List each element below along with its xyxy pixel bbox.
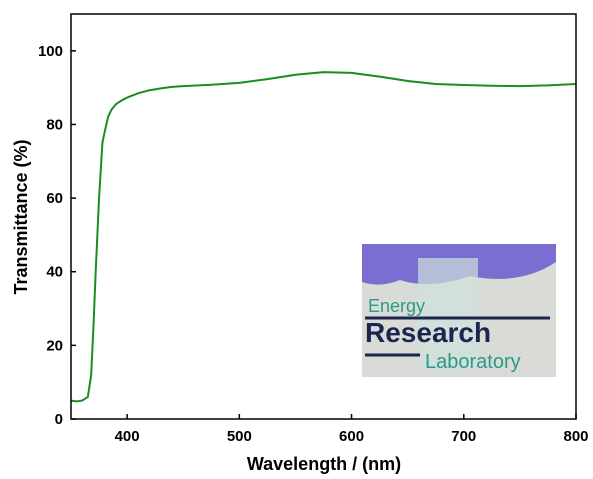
y-tick-label: 80 <box>46 116 63 133</box>
data-line <box>70 71 577 403</box>
y-tick-label: 100 <box>38 43 63 60</box>
inset-photo <box>362 244 556 377</box>
y-tick-label: 0 <box>55 411 63 428</box>
y-axis-label: Transmittance (%) <box>11 139 31 294</box>
x-tick-label: 400 <box>115 428 140 445</box>
plot-frame <box>70 13 577 420</box>
inset-text: Laboratory <box>425 351 521 373</box>
x-tick-label: 700 <box>451 428 476 445</box>
x-axis-label: Wavelength / (nm) <box>247 454 401 474</box>
x-tick-label: 600 <box>339 428 364 445</box>
x-tick-label: 800 <box>563 428 588 445</box>
y-tick-label: 40 <box>46 264 63 281</box>
x-tick-label: 500 <box>227 428 252 445</box>
y-tick-label: 60 <box>46 190 63 207</box>
inset-text: Research <box>365 317 491 348</box>
inset-text: Energy <box>368 296 425 316</box>
y-tick-label: 20 <box>46 337 63 354</box>
